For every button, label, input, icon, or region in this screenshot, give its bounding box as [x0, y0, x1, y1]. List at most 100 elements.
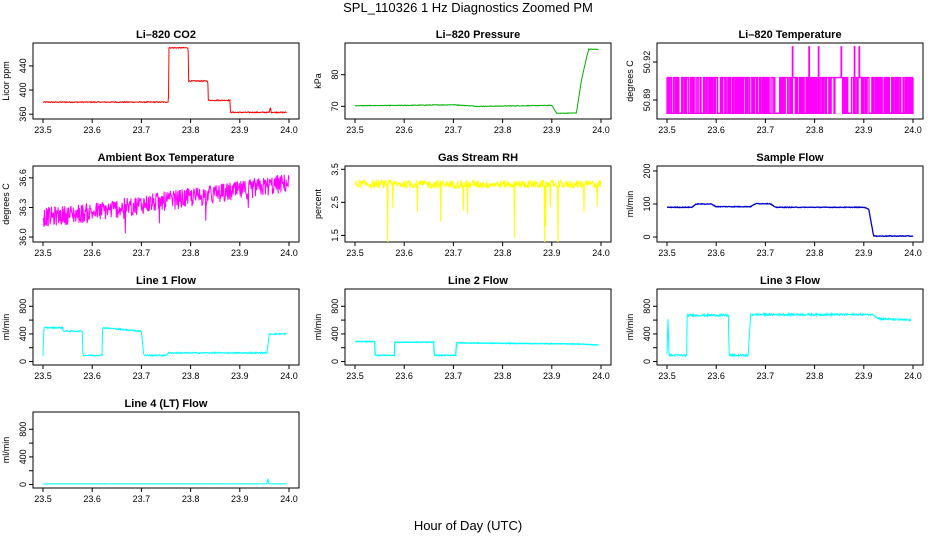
plot-frame [656, 288, 924, 366]
series-line [666, 202, 914, 238]
x-tick-label: 23.5 [346, 248, 364, 258]
x-tick-label: 23.7 [133, 494, 151, 504]
x-tick-label: 24.0 [280, 125, 298, 135]
x-tick-label: 23.6 [83, 125, 101, 135]
y-tick-label: 400 [330, 326, 340, 341]
x-tick-label: 23.7 [757, 248, 775, 258]
plot-frame [344, 288, 612, 366]
x-tick-label: 23.8 [182, 371, 200, 381]
x-tick-label: 23.9 [855, 248, 873, 258]
x-tick-label: 23.8 [494, 125, 512, 135]
x-tick-label: 23.9 [543, 371, 561, 381]
x-tick-label: 23.8 [494, 248, 512, 258]
panel-sample-flow: Sample Flow 23.5 23.6 23.7 23.8 23.9 24.0 0 100 2… [625, 152, 924, 258]
y-axis-label: ml/min [313, 314, 323, 341]
y-axis-label: ml/min [1, 314, 11, 341]
x-tick-label: 23.6 [395, 125, 413, 135]
x-tick-label: 23.5 [658, 371, 676, 381]
y-tick-label: 800 [18, 422, 28, 437]
x-tick-label: 24.0 [592, 371, 610, 381]
y-tick-label: 3.5 [330, 163, 340, 176]
y-tick-label: 200 [642, 163, 652, 178]
panel-title: Gas Stream RH [438, 152, 518, 164]
y-tick-label: 800 [18, 299, 28, 314]
y-tick-label: 36.0 [18, 228, 28, 246]
y-tick-label: 80 [330, 70, 340, 80]
x-tick-label: 23.9 [855, 125, 873, 135]
y-tick-label: 800 [642, 299, 652, 314]
series-line [42, 478, 287, 485]
y-axis-label: ml/min [625, 314, 635, 341]
plot-frame [32, 288, 300, 366]
x-tick-label: 23.6 [707, 248, 725, 258]
y-tick-label: 440 [18, 58, 28, 73]
y-tick-label: 800 [330, 299, 340, 314]
x-tick-label: 23.8 [182, 125, 200, 135]
plot-frame [344, 165, 612, 243]
y-axis-label: ml/min [1, 437, 11, 464]
y-tick-label: 0 [642, 235, 652, 240]
plot-frame [32, 42, 300, 120]
x-tick-label: 23.9 [855, 371, 873, 381]
y-tick-label: 50.92 [642, 51, 652, 74]
x-tick-label: 23.6 [395, 371, 413, 381]
panel-pressure: Li–820 Pressure 23.5 23.6 23.7 23.8 23.9 24.0 7… [313, 29, 612, 135]
x-tick-label: 23.8 [494, 371, 512, 381]
panel-title: Line 4 (LT) Flow [125, 398, 208, 410]
panel-line3-flow: Line 3 Flow 23.5 23.6 23.7 23.8 23.9 24.0 0 400 8… [625, 275, 924, 381]
plot-frame [656, 42, 924, 120]
x-tick-label: 23.9 [231, 125, 249, 135]
x-tick-label: 23.7 [133, 248, 151, 258]
x-tick-label: 23.9 [231, 494, 249, 504]
x-tick-label: 23.9 [543, 125, 561, 135]
x-tick-label: 23.7 [133, 125, 151, 135]
x-tick-label: 23.9 [543, 248, 561, 258]
x-tick-label: 23.8 [806, 371, 824, 381]
panel-title: Sample Flow [756, 152, 824, 164]
panel-co2: Li–820 CO2 23.5 23.6 23.7 23.8 23.9 24.0 360 400… [1, 29, 300, 135]
x-tick-label: 23.5 [658, 125, 676, 135]
y-tick-label: 50.89 [642, 89, 652, 112]
x-tick-label: 23.9 [231, 371, 249, 381]
panel-title: Li–820 CO2 [136, 29, 196, 41]
x-tick-label: 23.8 [182, 494, 200, 504]
y-tick-label: 0 [18, 482, 28, 487]
x-tick-label: 23.7 [757, 125, 775, 135]
panel-title: Ambient Box Temperature [98, 152, 235, 164]
x-tick-label: 23.6 [83, 494, 101, 504]
panel-title: Line 3 Flow [760, 275, 820, 287]
y-tick-label: 360 [18, 107, 28, 122]
series-line [42, 46, 287, 114]
y-axis-label: Licor ppm [1, 61, 11, 101]
y-tick-label: 36.3 [18, 199, 28, 217]
y-tick-label: 2.5 [330, 196, 340, 209]
y-axis-label: ml/min [625, 191, 635, 218]
panel-rh: Gas Stream RH 23.5 23.6 23.7 23.8 23.9 24.0 1.5… [313, 152, 612, 258]
x-tick-label: 23.6 [707, 125, 725, 135]
y-tick-label: 0 [642, 359, 652, 364]
series-line [42, 174, 290, 234]
x-tick-label: 23.7 [757, 371, 775, 381]
y-tick-label: 0 [18, 359, 28, 364]
series-line [354, 48, 599, 115]
y-tick-label: 400 [18, 83, 28, 98]
y-tick-label: 1.5 [330, 229, 340, 242]
figure-title: SPL_110326 1 Hz Diagnostics Zoomed PM [343, 0, 593, 15]
x-tick-label: 23.6 [707, 371, 725, 381]
x-tick-label: 23.7 [133, 371, 151, 381]
y-tick-label: 36.6 [18, 169, 28, 187]
panel-box-temp: Ambient Box Temperature 23.5 23.6 23.7 23.8 2… [1, 152, 300, 258]
x-tick-label: 23.7 [445, 248, 463, 258]
y-tick-label: 400 [18, 326, 28, 341]
series-line [354, 178, 602, 242]
y-tick-label: 0 [330, 359, 340, 364]
x-tick-label: 24.0 [904, 371, 922, 381]
y-tick-label: 400 [18, 449, 28, 464]
panel-title: Li–820 Temperature [738, 29, 841, 41]
panel-line2-flow: Line 2 Flow 23.5 23.6 23.7 23.8 23.9 24.0 0 400 8… [313, 275, 612, 381]
x-tick-label: 23.5 [34, 494, 52, 504]
plot-frame [32, 165, 300, 243]
y-axis-label: degrees C [625, 60, 635, 102]
panel-line4-flow: Line 4 (LT) Flow 23.5 23.6 23.7 23.8 23.9 24.0… [1, 398, 300, 504]
